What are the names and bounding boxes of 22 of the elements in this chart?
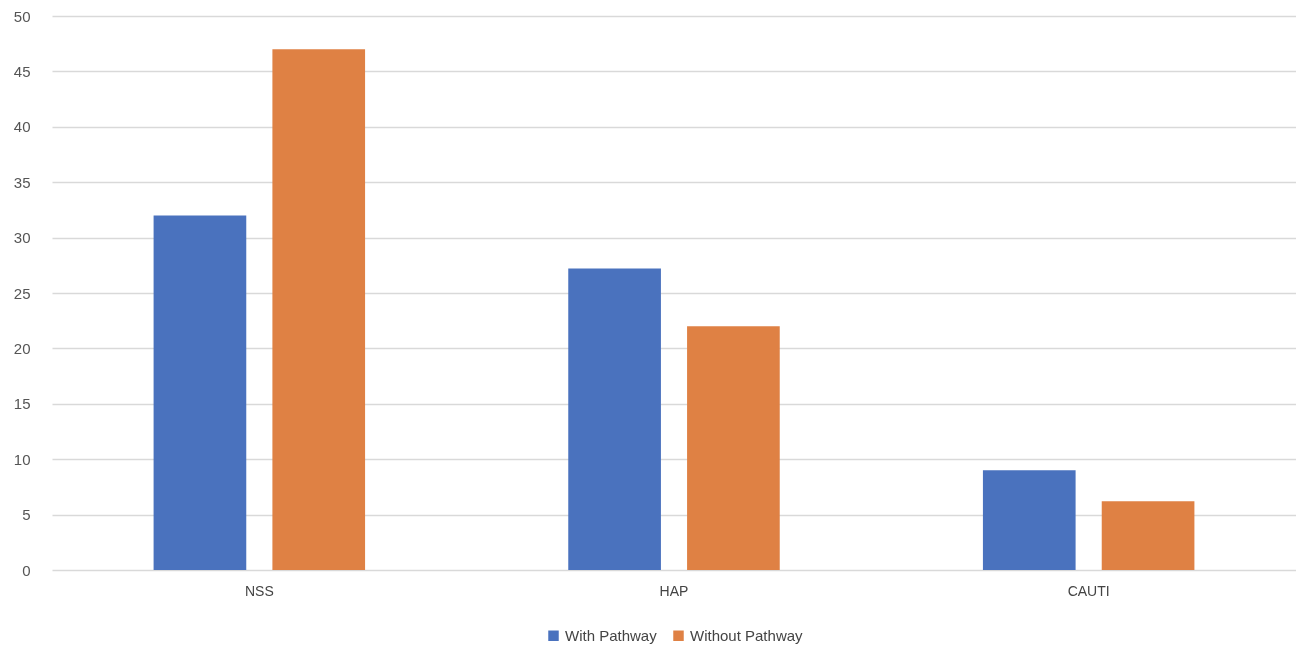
y-tick-label: 0	[22, 561, 31, 579]
y-tick-label: 20	[13, 339, 31, 357]
x-tick-label: NSS	[244, 582, 274, 599]
y-tick-label: 40	[13, 118, 31, 136]
bar	[982, 470, 1076, 570]
x-tick-label: CAUTI	[1067, 582, 1110, 599]
y-tick-label: 30	[13, 229, 31, 247]
y-tick-label: 45	[13, 62, 31, 80]
y-tick-label: 5	[22, 506, 31, 524]
y-tick-label: 35	[13, 173, 31, 191]
y-tick-label: 10	[13, 450, 31, 468]
bar	[272, 49, 366, 570]
x-tick-label: HAP	[659, 582, 689, 599]
bar	[153, 215, 247, 570]
y-tick-label: 25	[13, 284, 31, 302]
y-tick-label: 15	[13, 395, 31, 413]
bar	[568, 268, 661, 570]
y-tick-label: 50	[13, 7, 31, 25]
bar	[1101, 501, 1195, 570]
bar	[687, 326, 780, 570]
legend-label: Without Pathway	[690, 626, 804, 644]
legend-label: With Pathway	[565, 626, 658, 644]
